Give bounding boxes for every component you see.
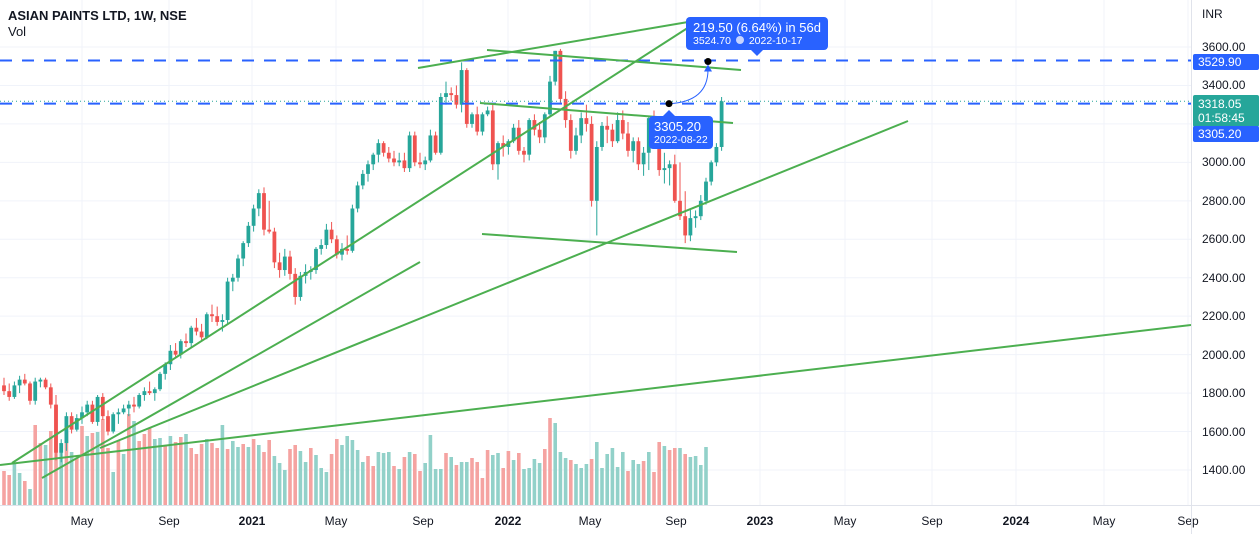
projection-callout[interactable]: 219.50 (6.64%) in 56d 3524.70 2022-10-17 [686,17,828,56]
price-tick: 2000.00 [1202,347,1246,362]
symbol-title[interactable]: ASIAN PAINTS LTD, 1W, NSE [8,8,187,23]
price-tick: 3400.00 [1202,78,1246,93]
chart-legend: ASIAN PAINTS LTD, 1W, NSE Vol [8,8,187,40]
axis-corner [1191,505,1260,534]
price-tick: 2400.00 [1202,270,1246,285]
last-price-tag: 3318.05 01:58:45 [1193,95,1259,127]
price-tick: 2200.00 [1202,309,1246,324]
time-tick: Sep [1177,514,1199,528]
clock-icon [735,36,744,44]
time-tick: 2023 [746,514,774,528]
time-axis[interactable]: May Sep 2021 May Sep 2022 May Sep 2023 May Sep 2024… [0,505,1199,534]
time-tick: May [70,514,94,528]
time-tick: 2021 [238,514,266,528]
price-tick: 3000.00 [1202,155,1246,170]
start-point-callout[interactable]: 3305.20 2022-08-22 [649,110,713,149]
price-axis[interactable]: INR 3600.00 3400.00 3000.00 2800.00 2600.00 2… [1191,0,1260,505]
price-tick: 1400.00 [1202,462,1246,477]
start-price-tag: 3305.20 [1193,126,1259,142]
time-tick: Sep [665,514,687,528]
target-price-tag: 3529.90 [1193,54,1259,70]
price-tick: 1600.00 [1202,424,1246,439]
price-tick: 2600.00 [1202,232,1246,247]
horizontal-price-lines[interactable] [0,59,1191,105]
time-tick: 2024 [1002,514,1030,528]
volume-indicator-label[interactable]: Vol [8,24,27,39]
price-plot[interactable] [0,0,1191,505]
projection-target: 3524.70 2022-10-17 [693,35,821,47]
price-tick: 2800.00 [1202,193,1246,208]
start-date: 2022-08-22 [654,134,708,146]
time-tick: 2022 [494,514,522,528]
currency-label: INR [1202,7,1223,21]
start-price: 3305.20 [654,119,701,134]
projection-change: 219.50 (6.64%) in 56d [693,20,821,35]
time-tick: Sep [921,514,943,528]
grid-lines [0,0,1191,505]
price-tick: 3600.00 [1202,40,1246,54]
projection-target-price: 3524.70 [693,35,731,47]
projection-arrow[interactable] [665,57,713,108]
projection-target-date: 2022-10-17 [748,35,803,47]
candlesticks [2,48,724,463]
time-tick: Sep [412,514,434,528]
time-tick: May [1092,514,1116,528]
trendlines[interactable] [0,19,1191,479]
price-tick: 1800.00 [1202,386,1246,401]
time-tick: May [324,514,348,528]
time-tick: May [578,514,602,528]
bar-countdown: 01:58:45 [1198,111,1245,125]
time-tick: Sep [158,514,180,528]
last-price-value: 3318.05 [1198,97,1242,111]
time-tick: May [833,514,857,528]
